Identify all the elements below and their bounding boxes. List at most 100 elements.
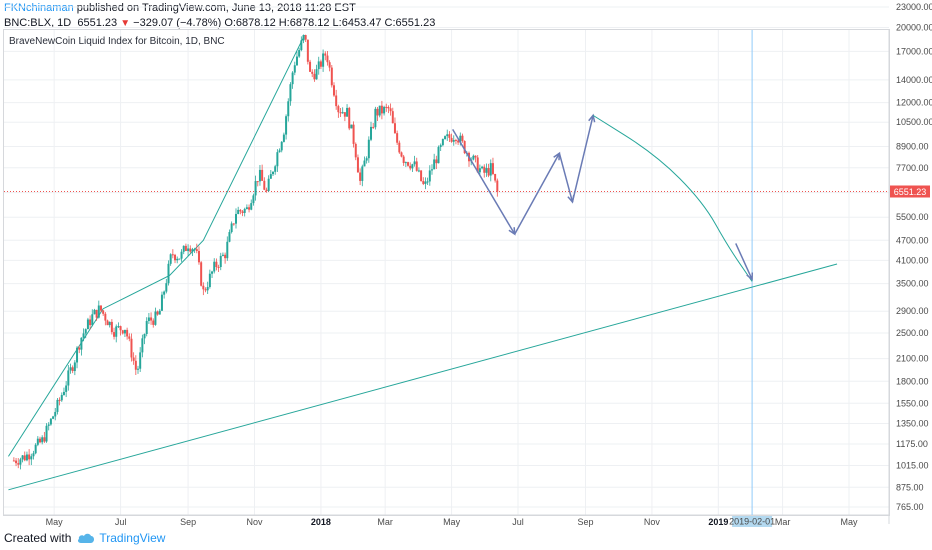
candle-body (441, 139, 444, 146)
candle-body (130, 338, 133, 358)
crosshair-date-label: 2019-02-01 (729, 517, 775, 527)
candle-body (309, 61, 312, 72)
candle-body (426, 181, 429, 183)
candle-body (89, 319, 92, 326)
y-tick-label: 10500.00 (896, 117, 932, 127)
candle-body (145, 320, 148, 334)
candle-body (91, 314, 94, 326)
candle-body (278, 150, 281, 153)
candle-body (73, 362, 76, 372)
candle-body (424, 181, 427, 184)
candle-body (491, 163, 494, 174)
candle-body (367, 139, 370, 159)
candle-body (254, 181, 257, 196)
candle-body (252, 195, 255, 204)
candle-body (389, 108, 392, 112)
candle-body (315, 69, 318, 80)
candle-body (243, 208, 246, 213)
y-tick-label: 14000.00 (896, 75, 932, 85)
candle-body (84, 329, 87, 334)
candle-body (343, 112, 346, 117)
candle-body (117, 326, 120, 328)
candle-body (119, 326, 122, 331)
candle-body (234, 213, 237, 224)
candle-body (208, 273, 211, 288)
candle-body (206, 287, 209, 291)
candle-body (319, 61, 322, 67)
projection-segment (514, 152, 561, 235)
y-tick-label: 1800.00 (896, 376, 929, 386)
y-tick-label: 2900.00 (896, 306, 929, 316)
candle-body (217, 267, 220, 269)
candle-body (163, 291, 166, 295)
candle-body (239, 209, 242, 212)
candle-body (350, 124, 353, 129)
candle-body (211, 271, 214, 274)
candle-body (191, 249, 194, 252)
price-change: −329.07 (−4.78%) (133, 17, 222, 29)
candle-body (463, 141, 466, 154)
publish-line: FKNchinaman published on TradingView.com… (4, 2, 356, 14)
candle-body (245, 207, 248, 209)
candle-body (461, 135, 464, 142)
candle-body (36, 438, 39, 445)
candle-body (396, 133, 399, 143)
candle-body (128, 336, 131, 339)
candle-body (69, 367, 72, 371)
candle-body (12, 460, 15, 462)
candle-body (324, 53, 327, 56)
candle-body (267, 178, 270, 191)
candle-body (99, 305, 102, 311)
candle-body (476, 157, 479, 173)
candle-body (291, 72, 294, 85)
x-tick-label: Mar (377, 517, 393, 527)
candle-body (317, 61, 320, 70)
candle-body (34, 444, 37, 454)
candle-body (45, 425, 48, 442)
y-tick-label: 12000.00 (896, 98, 932, 108)
candle-body (150, 317, 153, 321)
x-tick-label: Jul (512, 517, 524, 527)
candle-body (348, 107, 351, 129)
y-tick-label: 1015.00 (896, 460, 929, 470)
candle-body (126, 329, 129, 337)
candle-body (393, 123, 396, 134)
candle-body (147, 317, 150, 321)
candle-body (180, 251, 183, 259)
candle-body (182, 245, 185, 252)
candle-body (123, 329, 126, 334)
candle-body (478, 168, 481, 173)
candle-body (189, 248, 192, 252)
chart-title: BraveNewCoin Liquid Index for Bitcoin, 1… (9, 36, 225, 47)
y-tick-label: 765.00 (896, 502, 924, 512)
candle-body (86, 319, 89, 330)
candle-body (313, 73, 316, 80)
candle-body (435, 159, 438, 164)
candle-body (459, 135, 462, 143)
candle-body (474, 155, 477, 158)
candle-body (137, 368, 140, 370)
candle-body (496, 180, 499, 192)
candle-body (25, 454, 28, 461)
candle-body (49, 418, 52, 425)
author-link[interactable]: FKNchinaman (4, 2, 74, 14)
candle-body (304, 35, 307, 40)
tradingview-logo[interactable]: TradingView (77, 531, 165, 545)
candle-body (404, 162, 407, 164)
candle-body (215, 261, 218, 268)
parabolic-trendline (8, 34, 306, 457)
candle-body (295, 56, 298, 66)
x-tick-label: Mar (775, 517, 791, 527)
candle-body (409, 165, 412, 169)
candle-body (311, 71, 314, 74)
x-tick-label: Nov (246, 517, 263, 527)
down-arrow-icon: ▼ (120, 18, 131, 29)
y-tick-label: 17000.00 (896, 46, 932, 56)
x-tick-label: 2019 (708, 517, 728, 527)
candle-body (370, 126, 373, 140)
candle-body (178, 258, 181, 260)
candle-body (256, 181, 259, 183)
candle-body (82, 333, 85, 338)
candle-body (67, 370, 70, 386)
